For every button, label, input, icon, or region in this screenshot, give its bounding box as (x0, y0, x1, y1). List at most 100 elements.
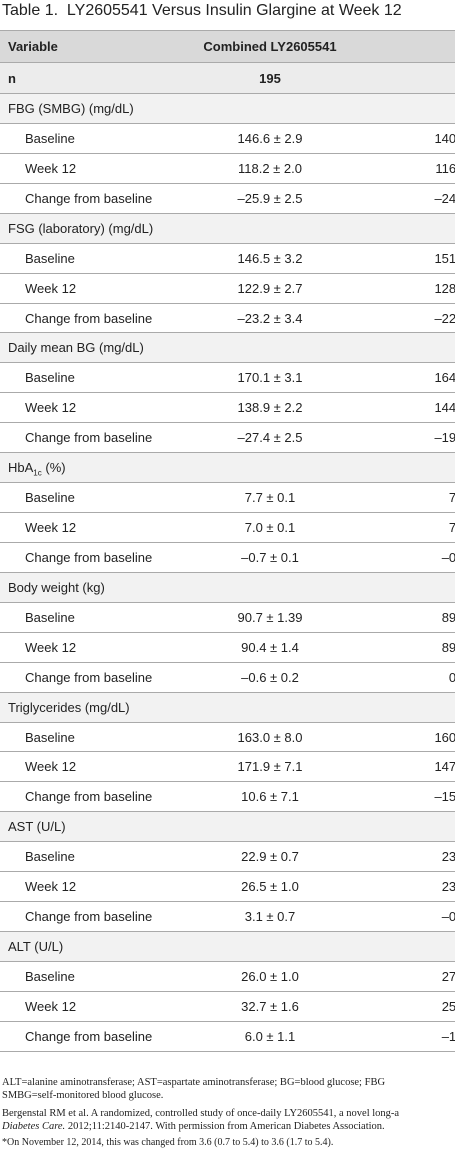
section-title-text: AST (U/L) (8, 819, 66, 835)
combined-value: –0.7 ± 0.1 (241, 549, 299, 565)
data-row: Week 12 7.0 ± 0.1 7.2 (0, 512, 455, 542)
data-row: Week 12 118.2 ± 2.0 116.9 (0, 152, 455, 183)
glargine-value: 7.2 (448, 520, 455, 536)
glargine-value: –0.4 (441, 909, 455, 925)
data-row: Week 12 171.9 ± 7.1 147.1 (0, 751, 455, 782)
combined-value: 3.1 ± 0.7 (244, 909, 296, 925)
section-row: FBG (SMBG) (mg/dL) (0, 93, 455, 123)
glargine-value: –15.1 (434, 789, 455, 805)
citation: Diabetes Care. 2012;11:2140-2147. With p… (2, 1120, 385, 1133)
row-label: Week 12 (25, 280, 77, 296)
row-label: Change from baseline (25, 909, 153, 925)
row-label: Week 12 (25, 520, 77, 536)
section-title-text: FSG (laboratory) (mg/dL) (8, 220, 154, 236)
combined-value: 138.9 ± 2.2 (237, 400, 303, 416)
row-label: Baseline (25, 968, 75, 984)
section-title-rest: (%) (41, 460, 66, 476)
header-cell: Variable (8, 39, 58, 54)
section-row: ALT (U/L) (0, 931, 455, 961)
glargine-value: 151.3 (434, 250, 455, 266)
section-title: Triglycerides (mg/dL) (8, 693, 130, 723)
data-row: Change from baseline –25.9 ± 2.5 –24.5 (0, 182, 455, 213)
n-row: n 195 (0, 62, 455, 93)
combined-value: 163.0 ± 8.0 (237, 729, 303, 745)
combined-value: –0.6 ± 0.2 (241, 669, 299, 685)
combined-value: 7.0 ± 0.1 (244, 520, 296, 536)
row-label: Week 12 (25, 160, 77, 176)
data-row: Baseline 170.1 ± 3.1 164.7 (0, 362, 455, 393)
section-row: FSG (laboratory) (mg/dL) (0, 212, 455, 244)
data-row: Change from baseline –23.2 ± 3.4 –22.2 (0, 302, 455, 333)
combined-value: 146.6 ± 2.9 (237, 130, 303, 146)
glargine-value: 160.4 (434, 729, 455, 745)
glargine-value: 89.7 (441, 609, 455, 625)
citation-rest: 2012;11:2140-2147. With permission from … (65, 1121, 385, 1132)
combined-value: 90.4 ± 1.4 (241, 639, 299, 655)
row-label: Change from baseline (25, 310, 153, 326)
data-row: Week 12 122.9 ± 2.7 128.6 (0, 272, 455, 303)
data-row: Week 12 90.4 ± 1.4 89.6 (0, 631, 455, 662)
combined-value: 170.1 ± 3.1 (237, 370, 303, 386)
data-row: Baseline 146.5 ± 3.2 151.3 (0, 242, 455, 273)
glargine-value: 144.7 (434, 400, 455, 416)
glargine-value: 164.7 (434, 370, 455, 386)
glargine-value: –0.7 (441, 549, 455, 565)
section-title-text: Body weight (kg) (8, 579, 105, 595)
footnote: ALT=alanine aminotransferase; AST=aspart… (2, 1077, 386, 1088)
section-row: Daily mean BG (mg/dL) (0, 332, 455, 363)
subscript: 1c (33, 468, 42, 478)
row-label: Week 12 (25, 400, 77, 416)
row-label: Change from baseline (25, 789, 153, 805)
n-value: 195 (259, 71, 281, 86)
glargine-value: –24.5 (434, 190, 455, 206)
data-row: Change from baseline 6.0 ± 1.1 –1.9 (0, 1020, 455, 1051)
combined-value: –23.2 ± 3.4 (237, 310, 303, 326)
combined-value: 22.9 ± 0.7 (241, 849, 299, 865)
table-bottom (0, 1050, 455, 1052)
data-row: Baseline 22.9 ± 0.7 23.8 (0, 841, 455, 872)
data-row: Baseline 7.7 ± 0.1 7.8 (0, 482, 455, 512)
glargine-value: 7.8 (448, 490, 455, 506)
data-row: Baseline 163.0 ± 8.0 160.4 (0, 721, 455, 752)
section-title: FSG (laboratory) (mg/dL) (8, 214, 153, 244)
combined-value: 122.9 ± 2.7 (237, 280, 303, 296)
glargine-value: 0.3 (448, 669, 455, 685)
section-row: HbA1c (%) (0, 452, 455, 483)
combined-value: 7.7 ± 0.1 (244, 490, 296, 506)
section-title: ALT (U/L) (8, 932, 63, 962)
glargine-value: –19.6 (434, 430, 455, 446)
combined-value: –25.9 ± 2.5 (237, 190, 303, 206)
section-title: Body weight (kg) (8, 573, 105, 603)
row-label: Change from baseline (25, 669, 153, 685)
glargine-value: 89.6 (441, 639, 455, 655)
row-label: Week 12 (25, 998, 77, 1014)
n-label: n (8, 71, 16, 86)
row-label: Week 12 (25, 639, 77, 655)
section-row: Triglycerides (mg/dL) (0, 691, 455, 723)
glargine-value: 147.1 (434, 759, 455, 775)
data-row: Baseline 90.7 ± 1.39 89.7 (0, 601, 455, 632)
section-title-text: FBG (SMBG) (mg/dL) (8, 101, 134, 116)
glargine-value: 116.9 (435, 160, 455, 176)
header-row: Variable Combined LY2605541 (0, 30, 455, 62)
data-row: Change from baseline –27.4 ± 2.5 –19.6 (0, 422, 455, 453)
section-title: FBG (SMBG) (mg/dL) (8, 94, 134, 124)
combined-value: 90.7 ± 1.39 (237, 609, 303, 625)
combined-value: 26.0 ± 1.0 (241, 968, 299, 984)
data-row: Change from baseline 10.6 ± 7.1 –15.1 (0, 781, 455, 812)
citation: Bergenstal RM et al. A randomized, contr… (2, 1108, 400, 1119)
combined-value: 146.5 ± 3.2 (237, 250, 303, 266)
data-row: Week 12 26.5 ± 1.0 23.6 (0, 871, 455, 902)
combined-value: 10.6 ± 7.1 (241, 789, 299, 805)
section-title-text: ALT (U/L) (8, 939, 64, 955)
glargine-value: 25.6 (441, 998, 455, 1014)
glargine-value: –22.2 (434, 310, 455, 326)
combined-value: 171.9 ± 7.1 (237, 759, 303, 775)
row-label: Week 12 (25, 879, 77, 895)
data-row: Change from baseline –0.7 ± 0.1 –0.7 (0, 541, 455, 572)
glargine-value: 27.3 (441, 968, 455, 984)
combined-value: 26.5 ± 1.0 (241, 879, 299, 895)
section-title: Daily mean BG (mg/dL) (8, 333, 144, 363)
data-row: Week 12 32.7 ± 1.6 25.6 (0, 990, 455, 1021)
